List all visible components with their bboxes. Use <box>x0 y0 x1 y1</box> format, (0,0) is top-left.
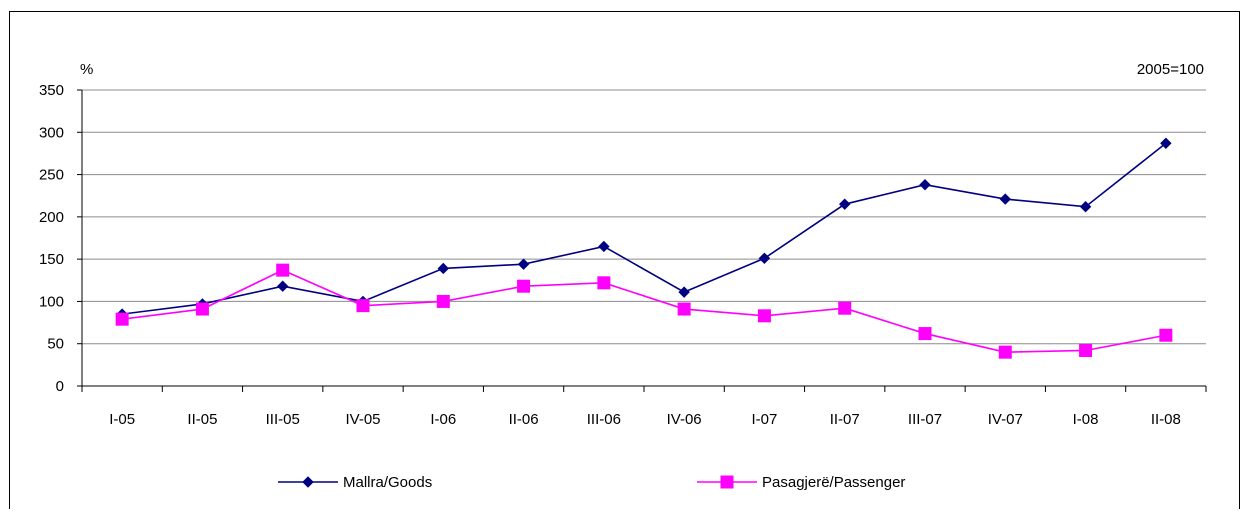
legend-passenger-label: Pasagjerë/Passenger <box>762 474 905 491</box>
x-tick-label: IV-06 <box>667 411 702 428</box>
series-goods-point <box>517 258 530 270</box>
x-tick-label: II-05 <box>187 411 217 428</box>
x-tick-label: II-07 <box>830 411 860 428</box>
series-passenger-point <box>436 294 450 308</box>
y-tick-label: 350 <box>39 82 64 99</box>
x-tick-label: I-07 <box>751 411 777 428</box>
y-tick-label: 150 <box>39 251 64 268</box>
y-tick-label: 300 <box>39 124 64 141</box>
series-passenger-point <box>115 312 129 326</box>
series-goods-point <box>1160 137 1172 149</box>
series-goods-point <box>277 280 289 292</box>
legend-passenger-marker <box>720 475 734 489</box>
x-tick-label: I-06 <box>430 411 456 428</box>
x-tick-labels: I-05 II-05 III-05 IV-05 I-06 II-06 III-06 IV-06… <box>109 411 1181 428</box>
y-tick-label: 50 <box>47 336 64 353</box>
x-tick-label: III-06 <box>587 411 621 428</box>
legend: Mallra/Goods Pasagjerë/Passenger <box>278 474 905 491</box>
series-passenger-line <box>122 269 1167 353</box>
x-tick-label: IV-07 <box>988 411 1023 428</box>
base-note: 2005=100 <box>1137 61 1204 78</box>
y-tick-label: 200 <box>39 209 64 226</box>
series-layer <box>115 137 1173 359</box>
legend-goods-marker <box>302 476 314 488</box>
x-tick-label: II-06 <box>509 411 539 428</box>
series-passenger-point <box>195 302 209 316</box>
series-goods-point <box>758 252 771 265</box>
series-goods-point <box>999 193 1011 205</box>
legend-goods-label: Mallra/Goods <box>343 474 432 491</box>
series-passenger-point <box>356 299 370 313</box>
series-goods-point <box>839 198 851 210</box>
series-goods-point <box>1079 201 1092 213</box>
chart-frame <box>9 11 1240 509</box>
series-passenger-point <box>597 276 611 290</box>
series-passenger-point <box>1159 328 1173 342</box>
y-tick-label: 0 <box>56 378 64 395</box>
y-tick-labels: 0 50 100 150 200 250 300 350 <box>39 82 64 395</box>
y-unit-label: % <box>80 61 93 78</box>
series-passenger-point <box>998 345 1012 359</box>
series-goods-line <box>122 142 1167 315</box>
series-goods-point <box>598 240 610 253</box>
x-tick-label: III-07 <box>908 411 942 428</box>
series-passenger-point <box>918 327 932 341</box>
series-goods-point <box>919 179 931 191</box>
series-goods-point <box>437 262 449 275</box>
series-passenger-point <box>677 302 691 316</box>
series-goods-point <box>678 286 690 298</box>
y-tick-label: 250 <box>39 167 64 184</box>
axes <box>77 89 1207 392</box>
x-tick-label: I-05 <box>109 411 135 428</box>
gridlines <box>82 89 1206 345</box>
x-tick-label: II-08 <box>1151 411 1181 428</box>
x-tick-label: IV-05 <box>345 411 380 428</box>
series-passenger-point <box>757 309 771 323</box>
series-passenger-point <box>276 263 290 277</box>
y-tick-label: 100 <box>39 293 64 310</box>
series-passenger-point <box>838 301 852 315</box>
series-passenger-point <box>1079 343 1093 357</box>
x-tick-label: III-05 <box>266 411 300 428</box>
series-passenger-point <box>517 279 531 293</box>
x-tick-label: I-08 <box>1073 411 1099 428</box>
